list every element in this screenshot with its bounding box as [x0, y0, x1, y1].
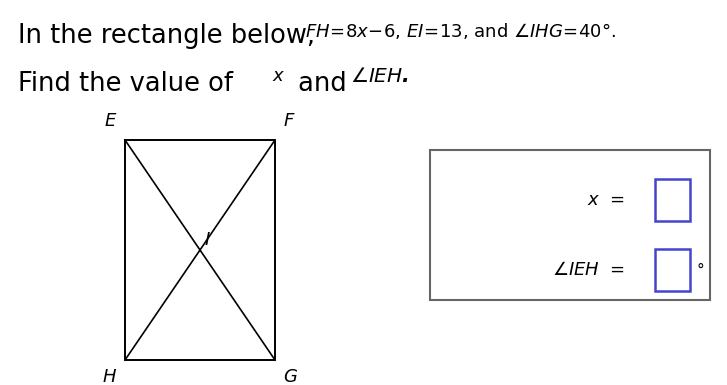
Text: and: and — [290, 71, 355, 97]
Text: $\mathbf{\mathit{F}}$: $\mathbf{\mathit{F}}$ — [283, 112, 296, 130]
Text: $\angle IEH$.: $\angle IEH$. — [350, 67, 409, 86]
Text: In the rectangle below,: In the rectangle below, — [18, 23, 315, 49]
Text: Find the value of: Find the value of — [18, 71, 233, 97]
Text: $\mathbf{\mathit{E}}$: $\mathbf{\mathit{E}}$ — [104, 112, 117, 130]
Bar — [655, 249, 690, 291]
Bar — [430, 150, 710, 300]
Text: $x$: $x$ — [272, 67, 285, 85]
Bar — [655, 179, 690, 221]
Text: $\mathbf{\mathit{I}}$: $\mathbf{\mathit{I}}$ — [204, 231, 210, 249]
Text: $\angle IEH$  =: $\angle IEH$ = — [552, 261, 625, 279]
Text: $x$  =: $x$ = — [587, 191, 625, 209]
Text: $\mathbf{\mathit{H}}$: $\mathbf{\mathit{H}}$ — [102, 368, 117, 385]
Text: $FH\!=\!8x\!-\!6$, $EI\!=\!13$, and $\angle IHG\!=\!40°$.: $FH\!=\!8x\!-\!6$, $EI\!=\!13$, and $\an… — [305, 21, 616, 41]
Text: °: ° — [696, 263, 704, 278]
Text: $\mathbf{\mathit{G}}$: $\mathbf{\mathit{G}}$ — [283, 368, 298, 385]
